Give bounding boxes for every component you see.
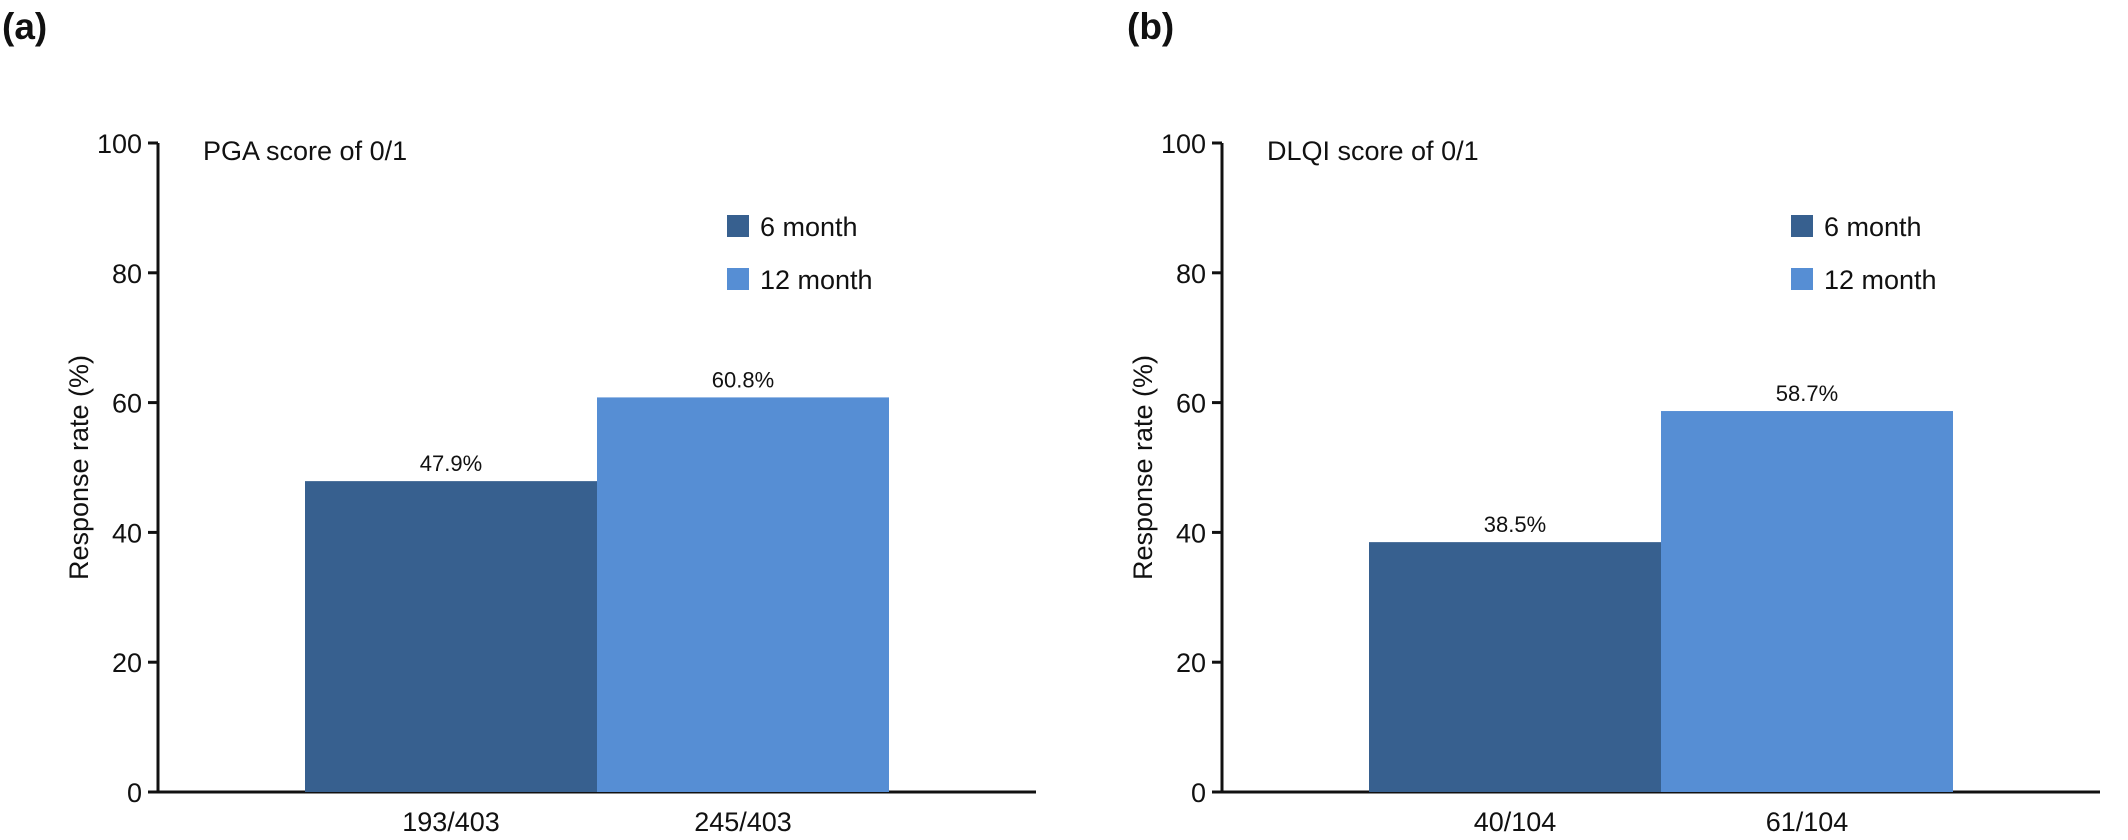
legend-label: 12 month (1824, 265, 1937, 295)
chart-panel-a: (a) 0 20 40 60 80 100 Response rate (%) PGA sco… (2, 6, 1036, 837)
panel-label: (a) (2, 6, 48, 47)
y-tick-label: 40 (112, 518, 142, 548)
y-tick-label: 60 (1176, 389, 1206, 419)
bar (1661, 411, 1953, 792)
y-tick-label: 0 (127, 778, 142, 808)
legend-swatch (1791, 215, 1813, 237)
chart-title: PGA score of 0/1 (203, 136, 407, 166)
x-tick-label: 245/403 (694, 807, 792, 837)
legend-swatch (1791, 268, 1813, 290)
y-tick-label: 20 (112, 648, 142, 678)
x-tick-label: 61/104 (1766, 807, 1849, 837)
y-tick-label: 100 (97, 129, 142, 159)
data-label: 38.5% (1484, 512, 1546, 537)
x-tick-label: 193/403 (402, 807, 500, 837)
data-label: 58.7% (1776, 381, 1838, 406)
y-tick-label: 80 (112, 259, 142, 289)
legend-swatch (727, 268, 749, 290)
y-axis-label: Response rate (%) (1128, 355, 1158, 580)
data-label: 60.8% (712, 367, 774, 392)
x-tick-label: 40/104 (1474, 807, 1557, 837)
legend-label: 12 month (760, 265, 873, 295)
chart-panel-b: (b) 0 20 40 60 80 100 Response rate (%) DLQI sc… (1064, 0, 2128, 840)
bar-chart: 0 20 40 60 80 100 Response rate (%) PGA score o… (64, 129, 1036, 837)
legend-label: 6 month (760, 212, 858, 242)
bar (597, 397, 889, 792)
y-tick-label: 100 (1161, 129, 1206, 159)
legend-label: 6 month (1824, 212, 1922, 242)
panel-label: (b) (1127, 6, 1175, 47)
y-tick-label: 40 (1176, 518, 1206, 548)
y-tick-label: 0 (1191, 778, 1206, 808)
data-label: 47.9% (420, 451, 482, 476)
y-tick-label: 20 (1176, 648, 1206, 678)
chart-title: DLQI score of 0/1 (1267, 136, 1479, 166)
bar-chart: 0 20 40 60 80 100 Response rate (%) DLQI score … (1128, 129, 2100, 837)
bar (1369, 542, 1661, 792)
y-tick-label: 80 (1176, 259, 1206, 289)
y-axis-label: Response rate (%) (64, 355, 94, 580)
y-tick-label: 60 (112, 389, 142, 419)
bar (305, 481, 597, 792)
legend-swatch (727, 215, 749, 237)
